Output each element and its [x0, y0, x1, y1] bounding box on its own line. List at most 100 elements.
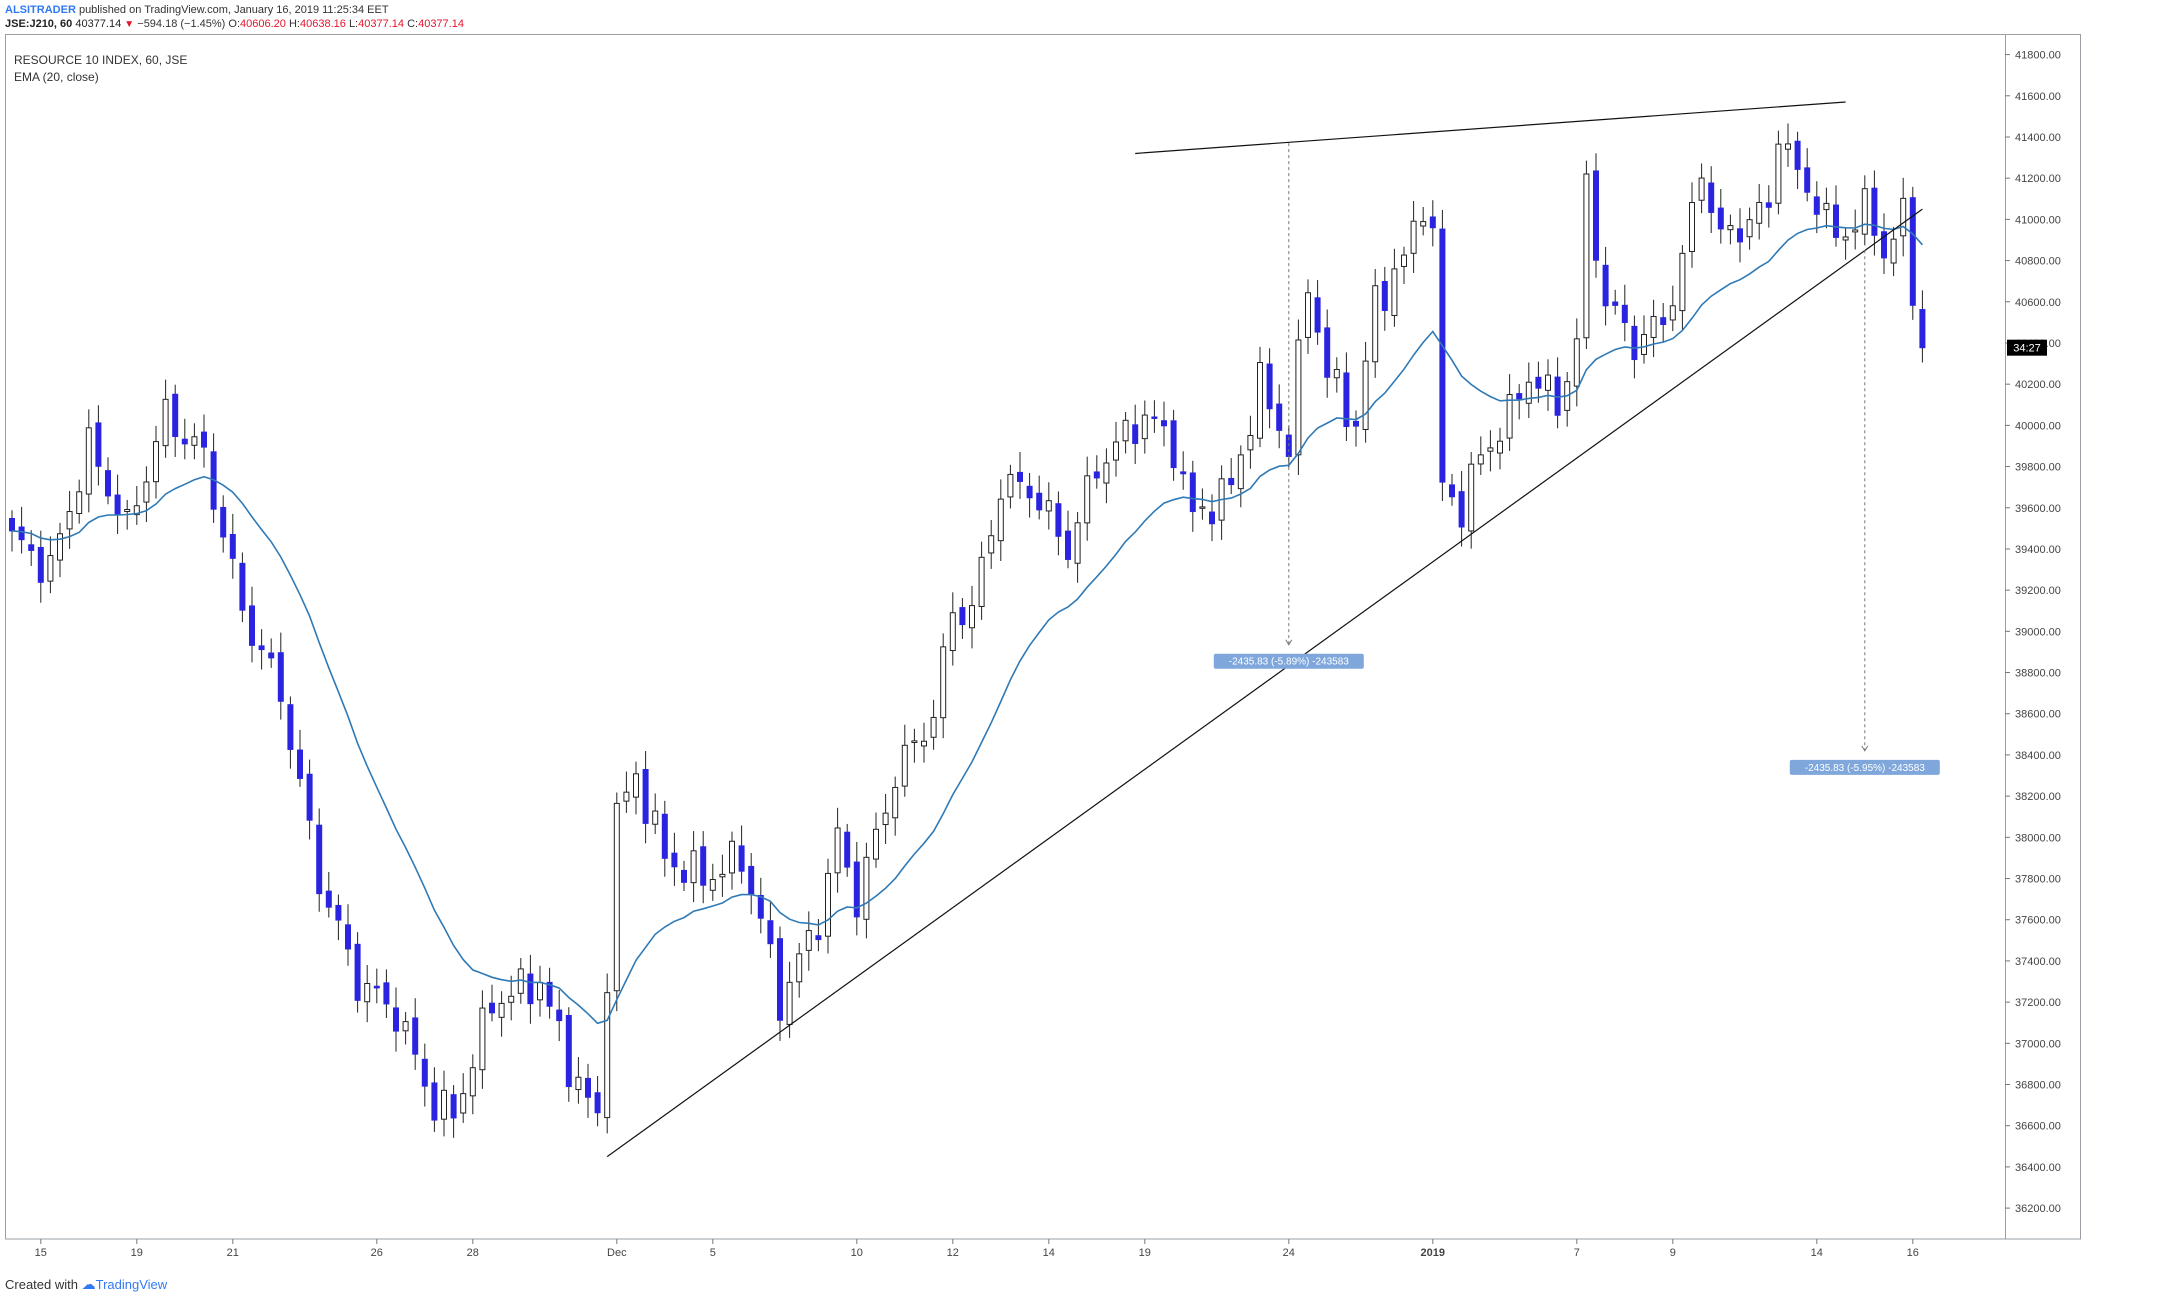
candle-up	[76, 491, 83, 514]
candle-up	[805, 930, 812, 951]
candle-up	[469, 1067, 476, 1097]
y-tick-label: 36600.00	[2015, 1121, 2061, 1133]
y-tick-label: 38000.00	[2015, 832, 2061, 844]
candle-up	[652, 810, 659, 825]
candle-down	[95, 422, 102, 467]
candle-down	[777, 938, 783, 1021]
measure-label: -2435.83 (-5.89%) -243583	[1229, 657, 1350, 668]
candle-down	[1439, 228, 1446, 483]
y-tick-label: 41600.00	[2015, 91, 2061, 103]
resistance-trendline[interactable]	[1135, 101, 1846, 155]
candle-up	[57, 533, 63, 561]
candle-down	[661, 813, 668, 859]
measure-label: -2435.83 (-5.95%) -243583	[1805, 763, 1926, 774]
candle-down	[1266, 363, 1273, 410]
x-tick-label: 14	[1811, 1247, 1823, 1259]
candle-down	[421, 1058, 428, 1087]
candle-down	[1151, 416, 1158, 419]
candle-down	[1189, 472, 1196, 513]
candle-down	[1449, 484, 1455, 498]
candle-down	[335, 904, 342, 921]
candle-up	[1401, 254, 1407, 267]
candle-down	[1717, 207, 1724, 230]
author-link[interactable]: ALSITRADER	[5, 4, 76, 16]
support-trendline[interactable]	[606, 208, 1923, 1158]
candle-down	[1093, 471, 1100, 479]
candle-down	[1209, 511, 1215, 525]
candle-down	[748, 865, 755, 895]
candle-up	[882, 812, 889, 826]
change-value: −594.18 (−1.45%)	[137, 18, 226, 30]
x-tick-label: 24	[1283, 1247, 1295, 1259]
ema-line	[11, 223, 1923, 1025]
y-tick-label: 41400.00	[2015, 132, 2061, 144]
candle-up	[1785, 143, 1791, 150]
footer-brand[interactable]: TradingView	[95, 1277, 168, 1292]
candle-up	[1679, 252, 1686, 312]
candle-down	[393, 1007, 399, 1032]
candle-up	[901, 744, 908, 787]
candle-up	[1852, 229, 1859, 233]
candle-up	[1650, 315, 1657, 338]
legend-indicator[interactable]: EMA (20, close)	[14, 70, 99, 84]
y-tick-label: 40600.00	[2015, 297, 2061, 309]
chart-area[interactable]: 36200.00 36400.00 36600.00 36800.00 37000.00…	[5, 34, 2081, 1274]
candle-down	[1026, 485, 1033, 499]
candle-down	[681, 869, 687, 883]
candle-down	[431, 1082, 438, 1121]
candle-up	[1305, 292, 1311, 338]
candle-up	[633, 773, 639, 798]
candle-down	[249, 605, 255, 646]
y-tick-label: 40800.00	[2015, 256, 2061, 268]
x-tick-label: 15	[35, 1247, 47, 1259]
candle-up	[1007, 473, 1014, 498]
candle-down	[1833, 204, 1839, 238]
candle-down	[959, 607, 966, 626]
close-value: 40377.14	[418, 18, 464, 30]
candle-up	[940, 646, 947, 719]
candle-down	[1343, 372, 1350, 428]
candle-up	[537, 981, 543, 1001]
candle-down	[1909, 197, 1916, 306]
candle-down	[527, 973, 534, 1005]
candle-down	[373, 985, 380, 989]
x-tick-label: 9	[1670, 1247, 1676, 1259]
candle-down	[450, 1094, 457, 1119]
y-tick-label: 39400.00	[2015, 544, 2061, 556]
candle-down	[700, 846, 707, 886]
candle-down	[201, 431, 207, 448]
x-tick-label: 19	[131, 1247, 143, 1259]
y-tick-label: 38200.00	[2015, 791, 2061, 803]
candle-down	[642, 768, 649, 824]
candle-up	[1823, 202, 1830, 211]
candle-down	[316, 824, 323, 895]
candle-up	[1573, 338, 1580, 387]
candle-up	[1698, 177, 1705, 201]
candle-up	[1506, 394, 1513, 439]
candle-up	[623, 791, 630, 802]
candle-up	[1113, 441, 1119, 461]
candle-down	[1813, 196, 1820, 215]
candle-down	[277, 652, 284, 702]
x-tick-label: 7	[1574, 1247, 1580, 1259]
candle-up	[911, 740, 918, 744]
x-tick-label: 28	[467, 1247, 479, 1259]
candle-up	[709, 879, 716, 891]
candle-up	[978, 556, 985, 608]
publisher-line: ALSITRADER published on TradingView.com,…	[5, 3, 389, 17]
y-tick-label: 39200.00	[2015, 585, 2061, 597]
candle-down	[1170, 420, 1177, 469]
price-chart[interactable]: 36200.00 36400.00 36600.00 36800.00 37000.00…	[5, 34, 2081, 1274]
candle-up	[1295, 339, 1302, 456]
y-tick-label: 41000.00	[2015, 214, 2061, 226]
candle-down	[1324, 327, 1331, 378]
chart-legend: RESOURCE 10 INDEX, 60, JSE EMA (20, clos…	[14, 52, 187, 86]
candle-down	[1036, 492, 1043, 511]
candle-down	[853, 861, 860, 918]
candle-down	[239, 562, 246, 611]
candle-up	[729, 840, 735, 874]
candle-up	[143, 481, 150, 503]
candle-up	[85, 427, 92, 495]
candle-up	[47, 555, 54, 582]
candle-up	[1727, 225, 1734, 231]
